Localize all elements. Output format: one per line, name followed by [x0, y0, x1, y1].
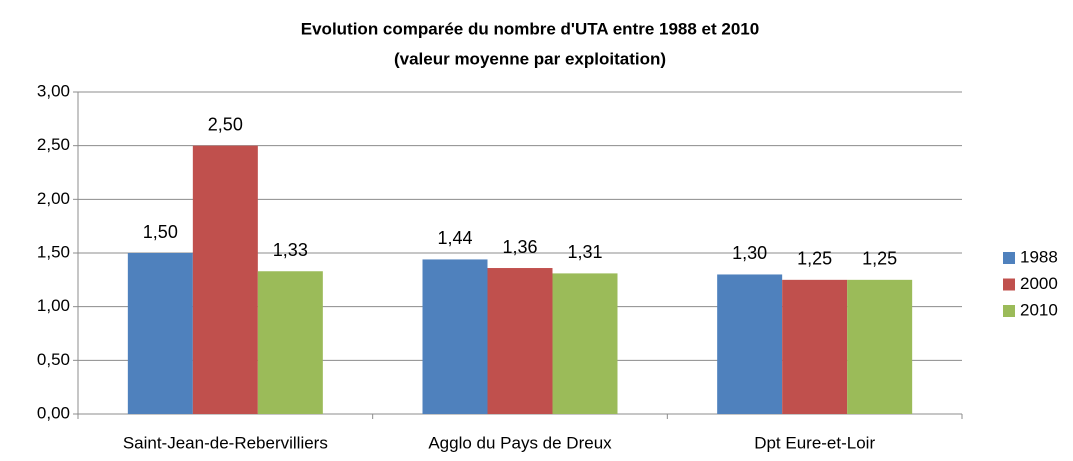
bar	[257, 271, 323, 414]
bar	[552, 273, 618, 414]
legend-swatch	[1003, 278, 1015, 291]
legend-label: 2010	[1020, 300, 1058, 319]
bar	[847, 279, 913, 414]
value-label: 1,33	[273, 240, 308, 260]
bar	[192, 145, 258, 414]
bar	[487, 268, 553, 414]
y-tick-label: 1,50	[37, 242, 70, 261]
chart-subtitle: (valeur moyenne par exploitation)	[394, 49, 666, 68]
value-label: 1,50	[143, 222, 178, 242]
value-label: 1,25	[862, 249, 897, 269]
bar	[422, 259, 488, 414]
y-tick-label: 0,50	[37, 350, 70, 369]
y-tick-label: 2,00	[37, 189, 70, 208]
x-tick-label: Saint-Jean-de-Rebervilliers	[123, 433, 328, 452]
value-label: 1,30	[732, 243, 767, 263]
chart-title: Evolution comparée du nombre d'UTA entre…	[301, 19, 759, 38]
legend-swatch	[1003, 252, 1015, 264]
y-tick-label: 0,00	[37, 403, 70, 422]
value-label: 1,36	[502, 237, 537, 257]
y-tick-label: 2,50	[37, 135, 70, 154]
x-tick-label: Dpt Eure-et-Loir	[754, 433, 875, 452]
bar	[717, 274, 783, 414]
y-tick-label: 3,00	[37, 81, 70, 100]
x-tick-label: Agglo du Pays de Dreux	[428, 433, 612, 452]
legend-label: 2000	[1020, 274, 1058, 293]
bar	[127, 253, 193, 414]
legend-label: 1988	[1020, 247, 1058, 266]
value-label: 1,25	[797, 249, 832, 269]
y-tick-label: 1,00	[37, 296, 70, 315]
legend-swatch	[1003, 305, 1015, 317]
value-label: 1,44	[437, 228, 472, 248]
value-label: 1,31	[567, 242, 602, 262]
value-label: 2,50	[208, 114, 243, 134]
bar	[782, 279, 848, 414]
